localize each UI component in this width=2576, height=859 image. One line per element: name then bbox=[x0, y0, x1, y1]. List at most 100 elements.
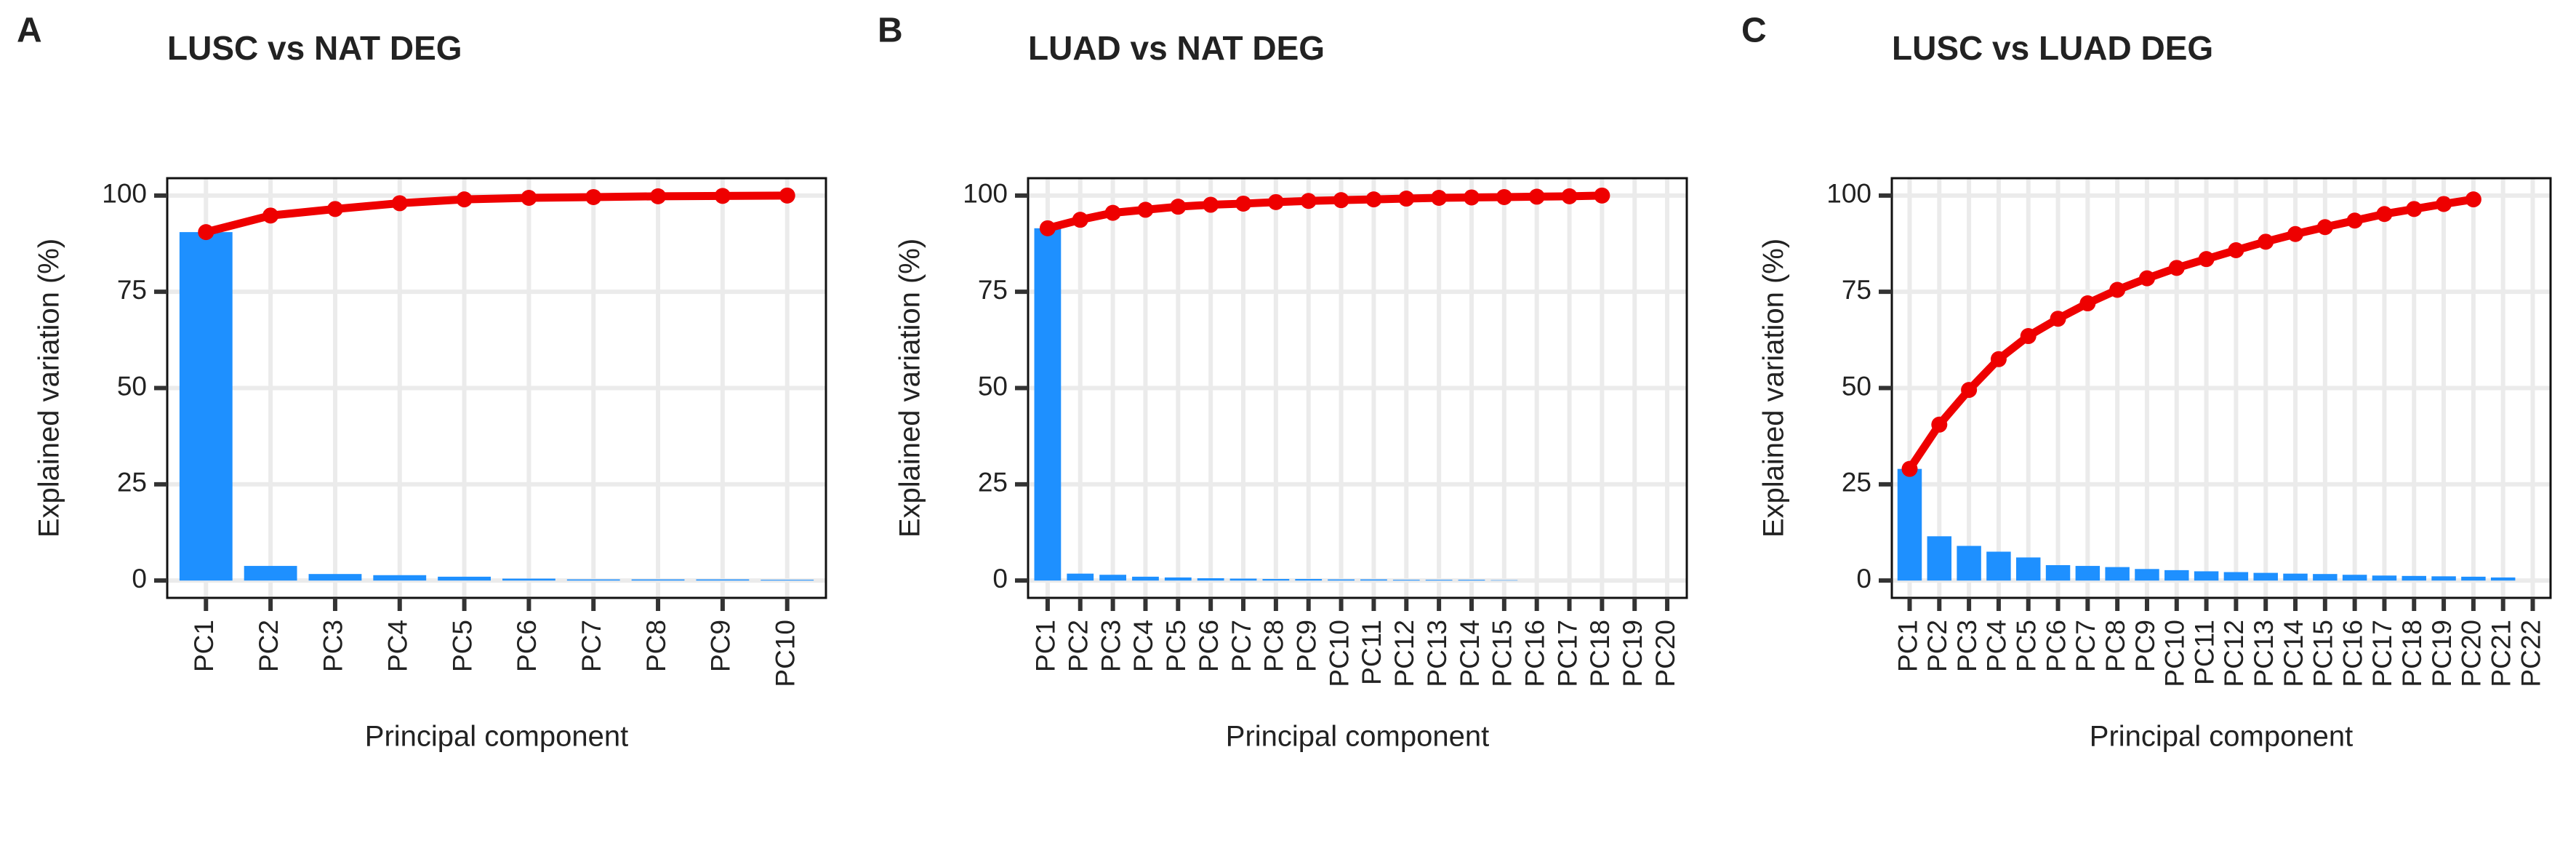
y-tick-label: 50 bbox=[978, 371, 1008, 401]
y-tick-label: 50 bbox=[117, 371, 147, 401]
bar bbox=[308, 574, 362, 581]
x-tick-label: PC9 bbox=[1292, 620, 1322, 672]
x-tick-label: PC1 bbox=[1031, 620, 1061, 672]
bar bbox=[2431, 576, 2456, 581]
line-point bbox=[1561, 188, 1578, 204]
line-point bbox=[262, 207, 279, 224]
x-tick-label: PC8 bbox=[641, 620, 671, 672]
line-point bbox=[2465, 191, 2481, 208]
x-tick-label: PC6 bbox=[2041, 620, 2071, 672]
x-tick-label: PC1 bbox=[1893, 620, 1922, 672]
x-tick-label: PC19 bbox=[2427, 620, 2457, 687]
x-tick-label: PC17 bbox=[1552, 620, 1582, 687]
x-tick-label: PC15 bbox=[1488, 620, 1517, 687]
x-tick-label: PC3 bbox=[1952, 620, 1982, 672]
line-point bbox=[2346, 212, 2363, 229]
x-axis-title: Principal component bbox=[365, 721, 628, 753]
x-tick-label: PC5 bbox=[2012, 620, 2042, 672]
line-point bbox=[1072, 212, 1088, 228]
x-tick-label: PC7 bbox=[577, 620, 606, 672]
line-point bbox=[2079, 295, 2096, 312]
x-tick-label: PC18 bbox=[2397, 620, 2427, 687]
x-tick-label: PC21 bbox=[2486, 620, 2516, 687]
line-point bbox=[1990, 351, 2007, 367]
x-tick-label: PC10 bbox=[2160, 620, 2190, 687]
cumulative-line bbox=[204, 191, 787, 236]
line-point bbox=[2050, 311, 2066, 327]
bar bbox=[1034, 228, 1062, 581]
chart-title: LUAD vs NAT DEG bbox=[1028, 29, 1325, 67]
y-tick-label: 50 bbox=[1842, 371, 1871, 401]
line-point bbox=[1137, 201, 1154, 218]
y-tick-label: 100 bbox=[1826, 179, 1871, 209]
x-tick-label: PC20 bbox=[1650, 620, 1680, 687]
x-tick-label: PC8 bbox=[2100, 620, 2130, 672]
x-tick-label: PC22 bbox=[2516, 620, 2545, 687]
y-tick-label: 100 bbox=[102, 179, 147, 209]
y-axis-title: Explained variation (%) bbox=[1758, 239, 1790, 538]
bar bbox=[2283, 573, 2308, 581]
y-tick-label: 0 bbox=[992, 564, 1008, 594]
bar bbox=[1897, 468, 1922, 581]
x-tick-label: PC11 bbox=[1357, 620, 1387, 685]
x-tick-label: PC10 bbox=[770, 620, 800, 687]
line-point bbox=[198, 224, 214, 241]
y-tick-label: 0 bbox=[1856, 564, 1871, 594]
line-point bbox=[1235, 195, 1252, 212]
line-point bbox=[714, 188, 731, 204]
y-tick-label: 0 bbox=[132, 564, 147, 594]
bar bbox=[2402, 575, 2427, 581]
bar bbox=[1986, 551, 2011, 581]
x-tick-label: PC5 bbox=[1161, 620, 1191, 672]
line-point bbox=[1594, 187, 1610, 204]
line-point bbox=[1431, 189, 1448, 206]
bar bbox=[2135, 569, 2159, 581]
line-point bbox=[2376, 206, 2393, 223]
line-point bbox=[2109, 281, 2126, 298]
x-tick-label: PC12 bbox=[1389, 620, 1419, 687]
line-point bbox=[1931, 416, 1948, 433]
line-point bbox=[650, 188, 667, 204]
x-tick-label: PC16 bbox=[2338, 620, 2367, 687]
line-point bbox=[1528, 188, 1545, 205]
x-tick-label: PC12 bbox=[2219, 620, 2249, 687]
line-point bbox=[1039, 220, 1056, 236]
bar bbox=[179, 232, 233, 581]
line-point bbox=[1267, 193, 1284, 210]
bar bbox=[1164, 577, 1192, 581]
y-axis-title: Explained variation (%) bbox=[894, 239, 926, 538]
line-point bbox=[2198, 251, 2215, 268]
bar bbox=[1067, 573, 1094, 581]
bar bbox=[373, 575, 427, 581]
x-tick-label: PC4 bbox=[1128, 620, 1158, 672]
x-tick-label: PC6 bbox=[1194, 620, 1224, 672]
x-tick-label: PC14 bbox=[1455, 620, 1485, 687]
bar bbox=[244, 566, 297, 581]
x-tick-label: PC10 bbox=[1324, 620, 1354, 687]
line-point bbox=[1365, 191, 1382, 208]
line-point bbox=[1463, 189, 1480, 206]
line-point bbox=[521, 189, 537, 206]
x-tick-label: PC13 bbox=[1422, 620, 1452, 687]
x-tick-label: PC5 bbox=[447, 620, 477, 672]
line-point bbox=[1398, 191, 1415, 207]
bar bbox=[1197, 578, 1224, 581]
bar bbox=[1229, 578, 1257, 581]
x-tick-label: PC19 bbox=[1618, 620, 1648, 687]
x-tick-label: PC8 bbox=[1259, 620, 1289, 672]
y-tick-label: 75 bbox=[117, 275, 147, 305]
x-tick-label: PC7 bbox=[1227, 620, 1256, 672]
bar bbox=[2461, 576, 2486, 581]
x-tick-label: PC11 bbox=[2189, 620, 2219, 685]
bar bbox=[2372, 575, 2397, 581]
x-tick-label: PC9 bbox=[706, 620, 736, 672]
bar bbox=[1099, 575, 1127, 581]
x-tick-label: PC2 bbox=[1064, 620, 1094, 672]
bar bbox=[566, 579, 620, 581]
bar bbox=[1262, 579, 1290, 581]
bar bbox=[1927, 536, 1952, 581]
x-axis-title: Principal component bbox=[2090, 721, 2353, 753]
bar bbox=[2075, 566, 2100, 581]
